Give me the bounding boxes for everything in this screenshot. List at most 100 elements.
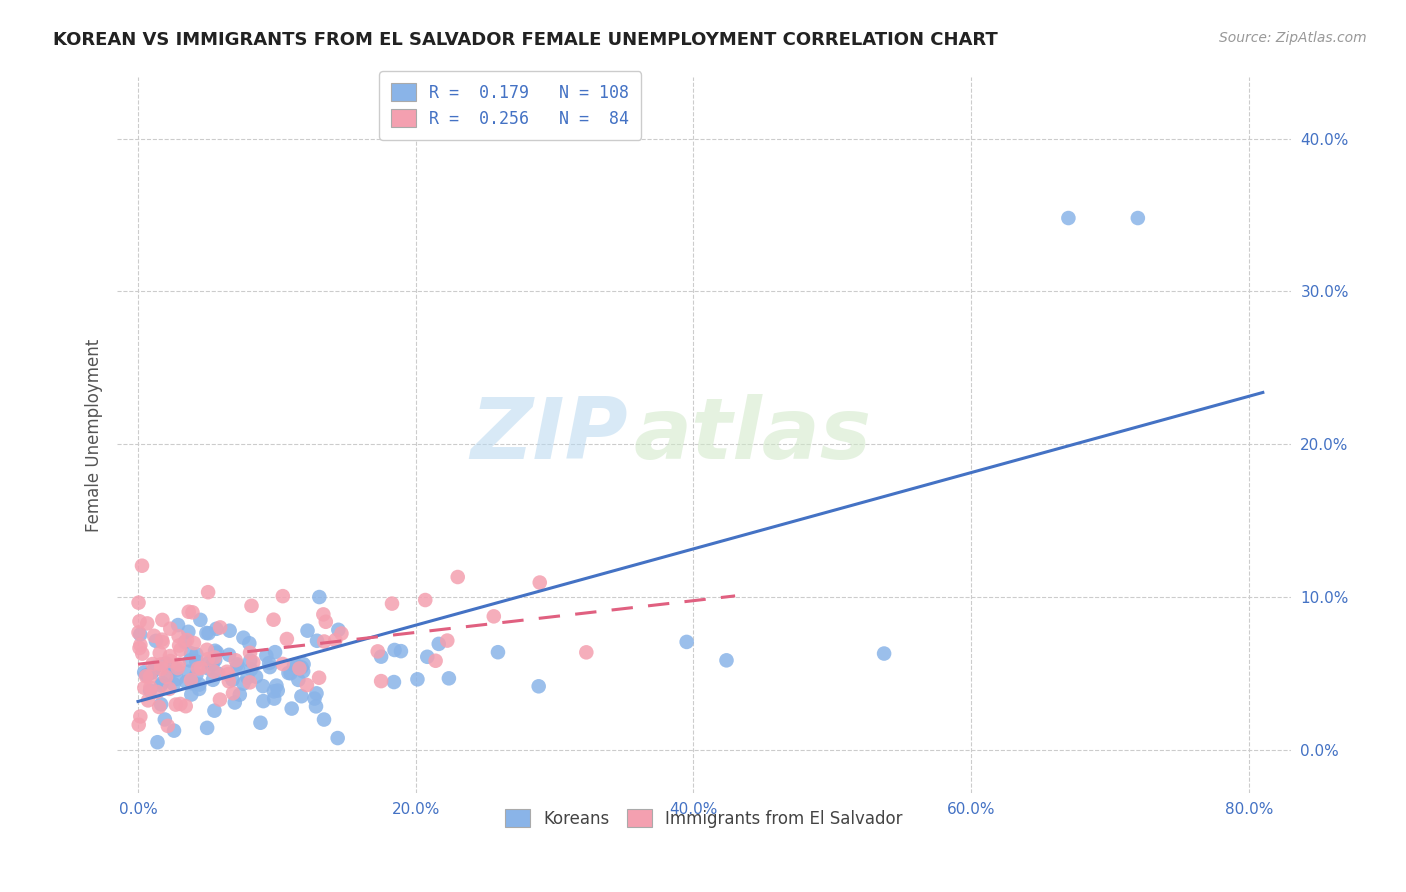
Point xyxy=(308,590,330,604)
Point xyxy=(437,671,460,685)
Point xyxy=(165,663,187,677)
Point xyxy=(716,653,738,667)
Text: ZIP: ZIP xyxy=(470,393,627,476)
Point xyxy=(873,647,896,661)
Point xyxy=(288,661,311,675)
Point xyxy=(181,676,204,690)
Point xyxy=(181,606,204,620)
Point xyxy=(675,635,697,649)
Point xyxy=(128,717,150,731)
Point xyxy=(129,627,152,641)
Point xyxy=(134,681,156,695)
Point xyxy=(150,676,173,690)
Point xyxy=(204,644,226,658)
Point xyxy=(486,645,509,659)
Point xyxy=(187,661,209,675)
Point xyxy=(190,661,212,675)
Point xyxy=(163,723,186,738)
Point xyxy=(382,675,405,690)
Point xyxy=(149,646,172,660)
Point xyxy=(381,597,404,611)
Point xyxy=(143,660,166,674)
Point xyxy=(169,697,191,711)
Point xyxy=(283,658,305,673)
Point xyxy=(239,675,262,690)
Point xyxy=(181,674,204,689)
Point xyxy=(197,585,219,599)
Point xyxy=(209,620,232,634)
Point xyxy=(142,657,165,671)
Point xyxy=(271,657,294,671)
Y-axis label: Female Unemployment: Female Unemployment xyxy=(86,338,103,532)
Point xyxy=(146,735,169,749)
Point xyxy=(264,645,287,659)
Point xyxy=(238,636,260,650)
Point xyxy=(295,678,318,692)
Point xyxy=(308,671,330,685)
Point xyxy=(131,558,153,573)
Point xyxy=(134,665,156,680)
Point xyxy=(242,656,264,670)
Point xyxy=(529,575,551,590)
Point xyxy=(249,715,271,730)
Point xyxy=(153,713,176,727)
Point xyxy=(204,653,226,667)
Point xyxy=(186,667,208,681)
Point xyxy=(226,657,249,672)
Point xyxy=(197,661,219,675)
Point xyxy=(180,673,202,688)
Point xyxy=(229,688,252,702)
Point xyxy=(197,626,219,640)
Point xyxy=(218,648,240,662)
Point xyxy=(447,570,470,584)
Point xyxy=(222,686,245,700)
Point xyxy=(315,615,337,629)
Text: atlas: atlas xyxy=(634,393,872,476)
Point xyxy=(176,633,198,648)
Point xyxy=(136,616,159,631)
Point xyxy=(225,653,247,667)
Point xyxy=(135,668,157,682)
Point xyxy=(252,679,274,693)
Point xyxy=(180,688,202,702)
Point xyxy=(292,657,315,672)
Point xyxy=(180,646,202,660)
Point xyxy=(312,607,335,622)
Point xyxy=(195,721,218,735)
Point xyxy=(312,713,335,727)
Point xyxy=(277,665,299,680)
Point xyxy=(389,644,412,658)
Point xyxy=(205,645,228,659)
Point xyxy=(156,719,179,733)
Point xyxy=(174,699,197,714)
Point xyxy=(186,648,208,662)
Point xyxy=(155,657,177,671)
Point xyxy=(218,674,240,689)
Point xyxy=(287,673,309,687)
Text: KOREAN VS IMMIGRANTS FROM EL SALVADOR FEMALE UNEMPLOYMENT CORRELATION CHART: KOREAN VS IMMIGRANTS FROM EL SALVADOR FE… xyxy=(53,31,998,49)
Point xyxy=(183,636,205,650)
Point xyxy=(263,684,285,698)
Point xyxy=(239,646,262,660)
Point xyxy=(201,657,224,672)
Point xyxy=(482,609,505,624)
Point xyxy=(280,666,302,681)
Point xyxy=(1126,211,1149,225)
Point xyxy=(240,662,263,676)
Point xyxy=(188,681,211,696)
Point xyxy=(129,638,152,652)
Point xyxy=(226,659,249,673)
Point xyxy=(159,649,181,664)
Point xyxy=(271,589,294,603)
Text: Source: ZipAtlas.com: Source: ZipAtlas.com xyxy=(1219,31,1367,45)
Point xyxy=(197,656,219,670)
Point xyxy=(177,665,200,679)
Point xyxy=(139,681,162,695)
Point xyxy=(150,613,173,627)
Point xyxy=(146,685,169,699)
Point xyxy=(290,660,312,674)
Point xyxy=(208,692,231,706)
Point xyxy=(218,624,240,638)
Point xyxy=(148,700,170,714)
Point xyxy=(159,622,181,636)
